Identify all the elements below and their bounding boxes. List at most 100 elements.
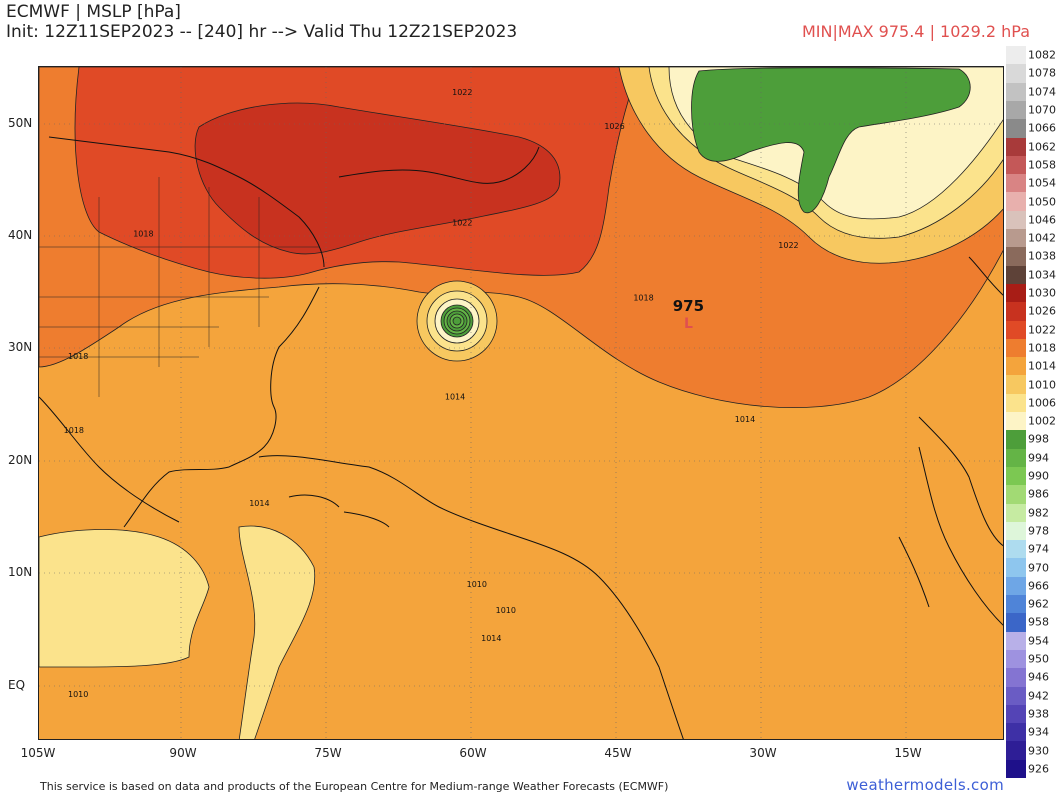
colorbar-swatch <box>1006 393 1026 413</box>
colorbar-swatch <box>1006 521 1026 541</box>
isobar-label: 1018 <box>633 294 653 303</box>
colorbar-swatch <box>1006 320 1026 340</box>
colorbar-swatch <box>1006 82 1026 102</box>
isobar-label: 1026 <box>604 122 624 131</box>
colorbar-swatch <box>1006 137 1026 157</box>
colorbar-level-label: 1010 <box>1028 378 1056 392</box>
colorbar-swatch <box>1006 229 1026 248</box>
lon-label-105w: 105W <box>20 746 56 760</box>
title-line-init: Init: 12Z11SEP2023 -- [240] hr --> Valid… <box>6 22 518 42</box>
colorbar-level-label: 1082 <box>1028 48 1056 62</box>
isobar-labels: 1022102610221022101810181018101810181014… <box>64 88 799 699</box>
isobar-label: 1014 <box>735 415 755 424</box>
lat-label-eq: EQ <box>8 678 26 692</box>
colorbar-level-label: 1054 <box>1028 176 1056 190</box>
isobar-label: 1010 <box>496 606 516 615</box>
colorbar-swatch <box>1006 192 1026 212</box>
colorbar-level-label: 1070 <box>1028 103 1056 117</box>
colorbar-swatch <box>1006 338 1026 358</box>
ecmwf-attribution: This service is based on data and produc… <box>40 780 669 793</box>
lon-label-15w: 15W <box>894 746 922 760</box>
colorbar-level-label: 962 <box>1028 597 1049 611</box>
colorbar-swatch <box>1006 595 1026 614</box>
colorbar-swatch <box>1006 631 1026 651</box>
colorbar-level-label: 1050 <box>1028 195 1056 209</box>
colorbar-level-label: 994 <box>1028 451 1049 465</box>
colorbar-swatch <box>1006 412 1026 431</box>
isobar-label: 1010 <box>467 580 487 589</box>
lon-label-60w: 60W <box>459 746 487 760</box>
colorbar-swatch <box>1006 357 1026 376</box>
lat-label-40n: 40N <box>8 228 33 242</box>
colorbar-swatch <box>1006 375 1026 395</box>
colorbar-swatch <box>1006 265 1026 285</box>
lat-label-10n: 10N <box>8 565 33 579</box>
isobar-label: 1010 <box>68 690 88 699</box>
colorbar-swatch <box>1006 540 1026 559</box>
colorbar-swatch <box>1006 210 1026 230</box>
isobar-label: 1022 <box>452 218 472 227</box>
colorbar-level-label: 938 <box>1028 707 1049 721</box>
colorbar-level-label: 978 <box>1028 524 1049 538</box>
colorbar-swatch <box>1006 759 1026 779</box>
map-canvas: 1022102610221022101810181018101810181014… <box>39 67 1003 739</box>
colorbar-level-label: 1066 <box>1028 121 1056 135</box>
colorbar-swatch <box>1006 668 1026 687</box>
colorbar-level-label: 1074 <box>1028 85 1056 99</box>
pressure-centers: L975L995L994L998L997L1000 <box>673 297 704 332</box>
isobar-label: 1018 <box>133 230 153 239</box>
colorbar-swatch <box>1006 302 1026 321</box>
isobar-band-998-ne <box>691 67 971 214</box>
brand-link[interactable]: weathermodels.com <box>846 776 1004 794</box>
isobar-label: 1014 <box>481 634 501 643</box>
colorbar-level-label: 1022 <box>1028 323 1056 337</box>
colorbar-swatch <box>1006 466 1026 486</box>
lon-label-75w: 75W <box>314 746 342 760</box>
colorbar-level-label: 1042 <box>1028 231 1056 245</box>
colorbar-level-label: 946 <box>1028 670 1049 684</box>
colorbar-swatch <box>1006 155 1026 175</box>
colorbar-level-label: 954 <box>1028 634 1049 648</box>
colorbar-level-label: 982 <box>1028 506 1049 520</box>
colorbar-level-label: 1014 <box>1028 359 1056 373</box>
isobar-label: 1018 <box>64 426 84 435</box>
colorbar-level-label: 1046 <box>1028 213 1056 227</box>
isobar-band-1010-sa <box>238 525 316 739</box>
colorbar-swatch <box>1006 649 1026 669</box>
colorbar-level-label: 974 <box>1028 542 1049 556</box>
isobar-band-1026 <box>194 102 561 255</box>
map-title: ECMWF | MSLP [hPa] Init: 12Z11SEP2023 --… <box>6 2 517 42</box>
graticule <box>39 67 1003 739</box>
hurricane-isobars <box>416 280 498 362</box>
colorbar-level-label: 1026 <box>1028 304 1056 318</box>
isobar-label: 1018 <box>68 352 88 361</box>
colorbar-level-label: 1018 <box>1028 341 1056 355</box>
colorbar-level-label: 942 <box>1028 689 1049 703</box>
isobar-band-1010-south <box>39 529 210 668</box>
colorbar-swatch <box>1006 741 1026 761</box>
low-marker: L <box>684 316 693 332</box>
colorbar-swatch <box>1006 174 1026 193</box>
colorbar-swatch <box>1006 430 1026 450</box>
colorbar-level-label: 930 <box>1028 744 1049 758</box>
min-max-readout: MIN|MAX 975.4 | 1029.2 hPa <box>802 22 1030 41</box>
colorbar-level-label: 950 <box>1028 652 1049 666</box>
political-borders <box>39 177 319 397</box>
isobar-label: 1022 <box>778 241 798 250</box>
center-pressure-value: 975 <box>673 297 704 315</box>
colorbar-swatch <box>1006 558 1026 578</box>
colorbar-swatch <box>1006 613 1026 633</box>
colorbar-level-label: 966 <box>1028 579 1049 593</box>
colorbar-swatch <box>1006 100 1026 120</box>
colorbar-swatch <box>1006 503 1026 523</box>
coastlines <box>39 136 1003 739</box>
pressure-colorbar <box>1006 46 1026 779</box>
colorbar-level-label: 1058 <box>1028 158 1056 172</box>
colorbar-level-label: 998 <box>1028 432 1049 446</box>
colorbar-swatch <box>1006 576 1026 596</box>
title-line-product: ECMWF | MSLP [hPa] <box>6 2 181 22</box>
colorbar-level-label: 1034 <box>1028 268 1056 282</box>
colorbar-swatch <box>1006 46 1026 65</box>
colorbar-swatch <box>1006 119 1026 138</box>
